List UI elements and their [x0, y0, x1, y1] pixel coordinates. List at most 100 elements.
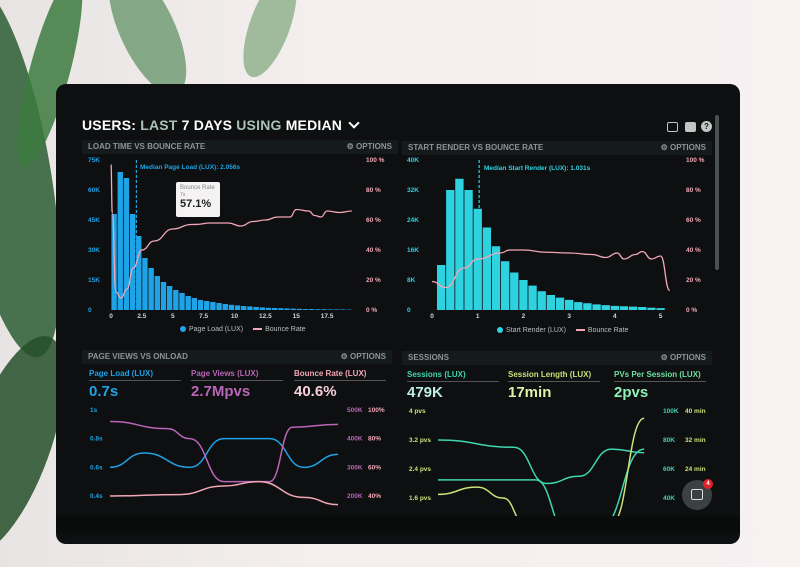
x-tick-label: 2.5	[137, 313, 146, 320]
series-line	[110, 439, 338, 468]
y3-tick-label: 32 min	[685, 437, 706, 444]
histogram-bar	[611, 306, 619, 310]
x-tick-label: 17.5	[321, 313, 334, 320]
laptop-bottom-edge	[56, 516, 740, 533]
histogram-bar	[638, 307, 646, 310]
histogram-bar	[455, 179, 463, 310]
y-tick-label: 45K	[88, 217, 100, 224]
histogram-bar	[247, 306, 252, 310]
histogram-bar	[297, 309, 302, 310]
histogram-bar	[216, 303, 221, 310]
y2-tick-label: 400K	[347, 436, 363, 443]
x-tick-label: 0	[109, 313, 113, 320]
histogram-bar	[118, 172, 123, 310]
y-tick-label: 30K	[88, 247, 100, 254]
histogram-bar	[565, 300, 573, 310]
histogram-bar	[528, 286, 536, 310]
histogram-bar	[629, 307, 637, 310]
histogram-bar	[492, 246, 500, 310]
histogram-bar	[241, 306, 246, 310]
histogram-bar	[210, 302, 215, 310]
series-line	[438, 440, 644, 484]
histogram-bar	[620, 306, 628, 310]
y2-tick-label: 80 %	[366, 187, 381, 194]
histogram-bar	[519, 280, 527, 310]
tooltip-value: 57.1%	[180, 198, 216, 211]
histogram-bar	[148, 268, 153, 310]
histogram-bar	[260, 307, 265, 310]
histogram-bar	[290, 309, 295, 310]
x-tick-label: 5	[171, 313, 175, 320]
histogram-bar	[253, 307, 258, 310]
histogram-bar	[583, 303, 591, 310]
y-tick-label: 16K	[407, 247, 419, 254]
histogram-bar	[192, 298, 197, 310]
y-tick-label: 60K	[88, 187, 100, 194]
histogram-bar	[309, 309, 314, 310]
histogram-bar	[142, 258, 147, 310]
histogram-bar	[284, 308, 289, 310]
y2-tick-label: 20 %	[686, 277, 701, 284]
y-tick-label: 75K	[88, 157, 100, 164]
histogram-bar	[161, 282, 166, 310]
y2-tick-label: 200K	[347, 493, 363, 500]
histogram-bar	[186, 296, 191, 310]
y-tick-label: 0.4s	[90, 493, 103, 500]
series-line	[110, 421, 338, 481]
histogram-bar	[229, 305, 234, 310]
y-tick-label: 24K	[407, 217, 419, 224]
histogram-bar	[235, 305, 240, 310]
y3-tick-label: 24 min	[685, 466, 706, 473]
y-tick-label: 40K	[407, 157, 419, 164]
y2-tick-label: 100 %	[686, 157, 705, 164]
histogram-bar	[592, 304, 600, 310]
y3-tick-label: 40 min	[685, 408, 706, 415]
y2-tick-label: 100 %	[366, 157, 385, 164]
series-line	[110, 482, 338, 505]
histogram-bar	[510, 273, 518, 311]
y3-tick-label: 100%	[368, 407, 385, 414]
y3-tick-label: 60%	[368, 464, 381, 471]
x-tick-label: 5	[659, 313, 663, 320]
y-tick-label: 1s	[90, 407, 98, 414]
y-tick-label: 0	[88, 307, 92, 314]
y2-tick-label: 0 %	[366, 307, 377, 314]
x-tick-label: 15	[293, 313, 301, 320]
y2-tick-label: 0 %	[686, 307, 697, 314]
histogram-bar	[321, 309, 326, 310]
histogram-bar	[464, 190, 472, 310]
x-tick-label: 1	[476, 313, 480, 320]
histogram-bar	[266, 308, 271, 310]
histogram-bar	[167, 286, 172, 310]
histogram-bar	[602, 305, 610, 310]
y-tick-label: 0.6s	[90, 464, 103, 471]
histogram-bar	[130, 214, 135, 310]
y2-tick-label: 80K	[663, 437, 675, 444]
histogram-bar	[483, 228, 491, 311]
x-tick-label: 4	[613, 313, 617, 320]
y2-tick-label: 60 %	[686, 217, 701, 224]
y-tick-label: 4 pvs	[409, 408, 426, 415]
chat-icon	[691, 489, 703, 500]
tooltip-label: Bounce Rate	[180, 185, 216, 192]
y-tick-label: 32K	[407, 187, 419, 194]
histogram-bar	[198, 300, 203, 310]
series-line	[438, 418, 644, 523]
histogram-bar	[278, 308, 283, 310]
y2-tick-label: 40K	[663, 495, 675, 502]
x-tick-label: 7.5	[199, 313, 208, 320]
x-tick-label: 0	[430, 313, 434, 320]
y2-tick-label: 300K	[347, 464, 363, 471]
histogram-bar	[647, 308, 655, 310]
histogram-bar	[315, 309, 320, 310]
notification-badge: 4	[703, 479, 713, 489]
y-tick-label: 1.6 pvs	[409, 495, 431, 502]
dashboard: USERS: LAST 7 DAYS USING MEDIAN ? LOAD T…	[0, 0, 800, 533]
histogram-bar	[340, 309, 345, 310]
y-tick-label: 3.2 pvs	[409, 437, 431, 444]
y2-tick-label: 100K	[663, 408, 679, 415]
histogram-bar	[334, 309, 339, 310]
histogram-bar	[303, 309, 308, 310]
x-tick-label: 10	[231, 313, 239, 320]
